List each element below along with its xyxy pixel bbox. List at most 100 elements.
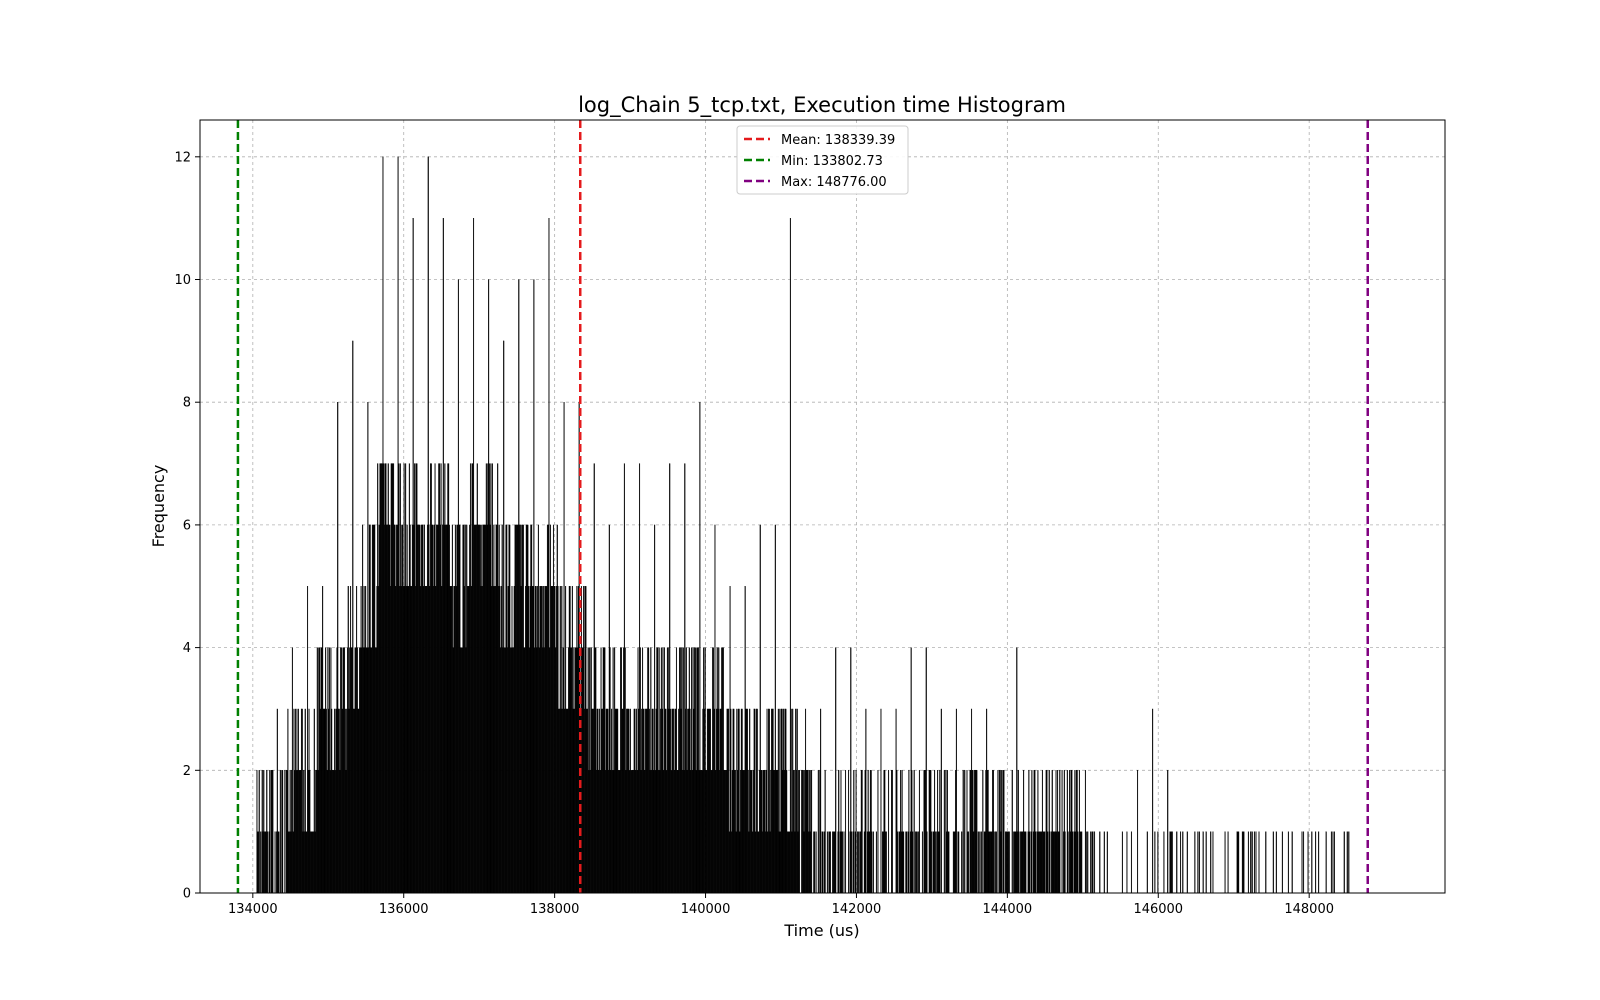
histogram-bar [1255, 831, 1257, 894]
histogram-bar [284, 770, 286, 894]
histogram-bar [1186, 831, 1188, 894]
histogram-bar [1250, 831, 1252, 894]
histogram-bar [1224, 831, 1226, 894]
histogram-bar [829, 831, 831, 894]
histogram-bars [256, 156, 1350, 894]
y-axis-label: Frequency [149, 465, 168, 548]
histogram-bar [855, 770, 857, 894]
histogram-bar [1157, 831, 1159, 894]
histogram-bar [961, 831, 963, 894]
x-tick-label: 146000 [1133, 902, 1183, 917]
histogram-bar [278, 831, 280, 894]
histogram-bar [841, 831, 844, 894]
histogram-bar [282, 770, 284, 894]
histogram-bar [1130, 831, 1133, 894]
histogram-bar [979, 831, 981, 894]
x-tick-label: 134000 [228, 902, 278, 917]
x-tick-label: 140000 [681, 902, 731, 917]
histogram-bar [1163, 831, 1165, 894]
histogram-bar [931, 831, 933, 894]
histogram-bar [1247, 831, 1249, 894]
x-axis-ticks: 134000 136000 138000 140000 142000 144000 1460… [228, 893, 1334, 917]
legend-max-label: Max: 148776.00 [781, 175, 887, 190]
histogram-bar [903, 831, 905, 894]
histogram-bar [1227, 831, 1229, 894]
histogram-bar [1212, 831, 1214, 894]
histogram-bar [980, 831, 982, 894]
histogram-bar [260, 831, 262, 894]
histogram-bar [1287, 831, 1289, 894]
histogram-bar [982, 770, 984, 894]
histogram-bar [926, 831, 928, 894]
histogram-bar [995, 831, 997, 894]
histogram-bar [1275, 831, 1277, 894]
histogram-bar [1044, 831, 1046, 894]
histogram-bar [258, 770, 260, 894]
histogram-bar [1182, 831, 1184, 894]
histogram-bar [1031, 770, 1033, 894]
histogram-bar [1001, 770, 1003, 894]
histogram-bar [1332, 831, 1334, 894]
histogram-bar [1198, 831, 1200, 894]
histogram-bar [1081, 831, 1083, 894]
histogram-bar [811, 770, 813, 894]
histogram-bar [814, 831, 816, 894]
histogram-bar [1154, 831, 1156, 894]
histogram-bar [1093, 831, 1096, 894]
histogram-bar [906, 831, 908, 894]
histogram-bar [267, 831, 269, 894]
histogram-bar [940, 708, 942, 894]
histogram-bar [843, 831, 845, 894]
histogram-bar [1210, 831, 1212, 894]
histogram-bar [1092, 831, 1094, 894]
histogram-bar [1253, 831, 1256, 894]
plot-frame [199, 119, 1446, 894]
histogram-bar [815, 831, 817, 894]
histogram-bar [844, 770, 847, 894]
histogram-bar [1302, 831, 1305, 894]
histogram-bar [1067, 831, 1069, 894]
histogram-bar [958, 831, 960, 894]
histogram-bar [916, 831, 918, 894]
histogram-bar [1152, 708, 1154, 894]
histogram-bar [1061, 770, 1063, 894]
histogram-bar [1272, 831, 1274, 894]
histogram-bar [1243, 831, 1245, 894]
histogram-bar [1072, 831, 1074, 894]
histogram-bar [1311, 831, 1313, 894]
histogram-bar [872, 831, 874, 894]
histogram-bar [1018, 831, 1020, 894]
histogram-bar [1167, 770, 1169, 894]
histogram-bar [1008, 831, 1010, 894]
y-tick-label: 12 [174, 150, 191, 165]
histogram-bar [272, 770, 274, 894]
histogram-bar [1202, 831, 1204, 894]
histogram-bar [1333, 831, 1335, 894]
histogram-bar [921, 831, 924, 894]
histogram-bar [1238, 831, 1240, 894]
histogram-bar [851, 831, 853, 894]
histogram-bar [993, 831, 995, 894]
y-tick-label: 10 [174, 273, 191, 288]
histogram-bar [1251, 831, 1253, 894]
histogram-bar [977, 831, 979, 894]
histogram-bar [1025, 831, 1027, 894]
histogram-bar [1059, 770, 1061, 894]
histogram-bar [857, 831, 859, 894]
histogram-bar [1049, 831, 1051, 894]
histogram-bar [913, 770, 915, 894]
histogram-bar [1136, 770, 1139, 894]
histogram-bar [1176, 831, 1178, 894]
histogram-bar [1180, 831, 1182, 894]
histogram-bar [887, 770, 890, 894]
histogram-bar [1315, 831, 1317, 894]
histogram-bar [976, 770, 978, 894]
legend-min-label: Min: 133802.73 [781, 154, 883, 169]
chart-title: log_Chain 5_tcp.txt, Execution time Hist… [578, 93, 1066, 118]
histogram-bar [1205, 831, 1207, 894]
histogram-bar [918, 770, 920, 894]
histogram-bar [1035, 831, 1037, 894]
histogram-bar [875, 831, 877, 894]
histogram-bar [908, 770, 910, 894]
